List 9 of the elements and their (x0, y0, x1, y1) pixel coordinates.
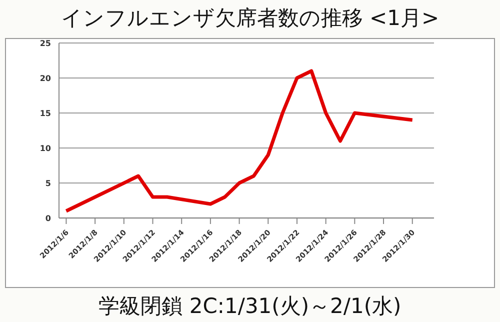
y-tick-label: 10 (40, 144, 52, 153)
y-tick-label: 0 (45, 214, 52, 223)
line-series (64, 69, 414, 213)
chart-title: インフルエンザ欠席者数の推移 <1月> (60, 5, 440, 32)
text: 学級閉鎖 2C:1/31(火)～2/1(水) (98, 293, 402, 320)
y-tick-label: 25 (40, 38, 52, 48)
y-tick-label: 20 (40, 74, 52, 83)
y-tick-label: 15 (40, 108, 52, 118)
y-tick-label: 5 (45, 178, 52, 188)
